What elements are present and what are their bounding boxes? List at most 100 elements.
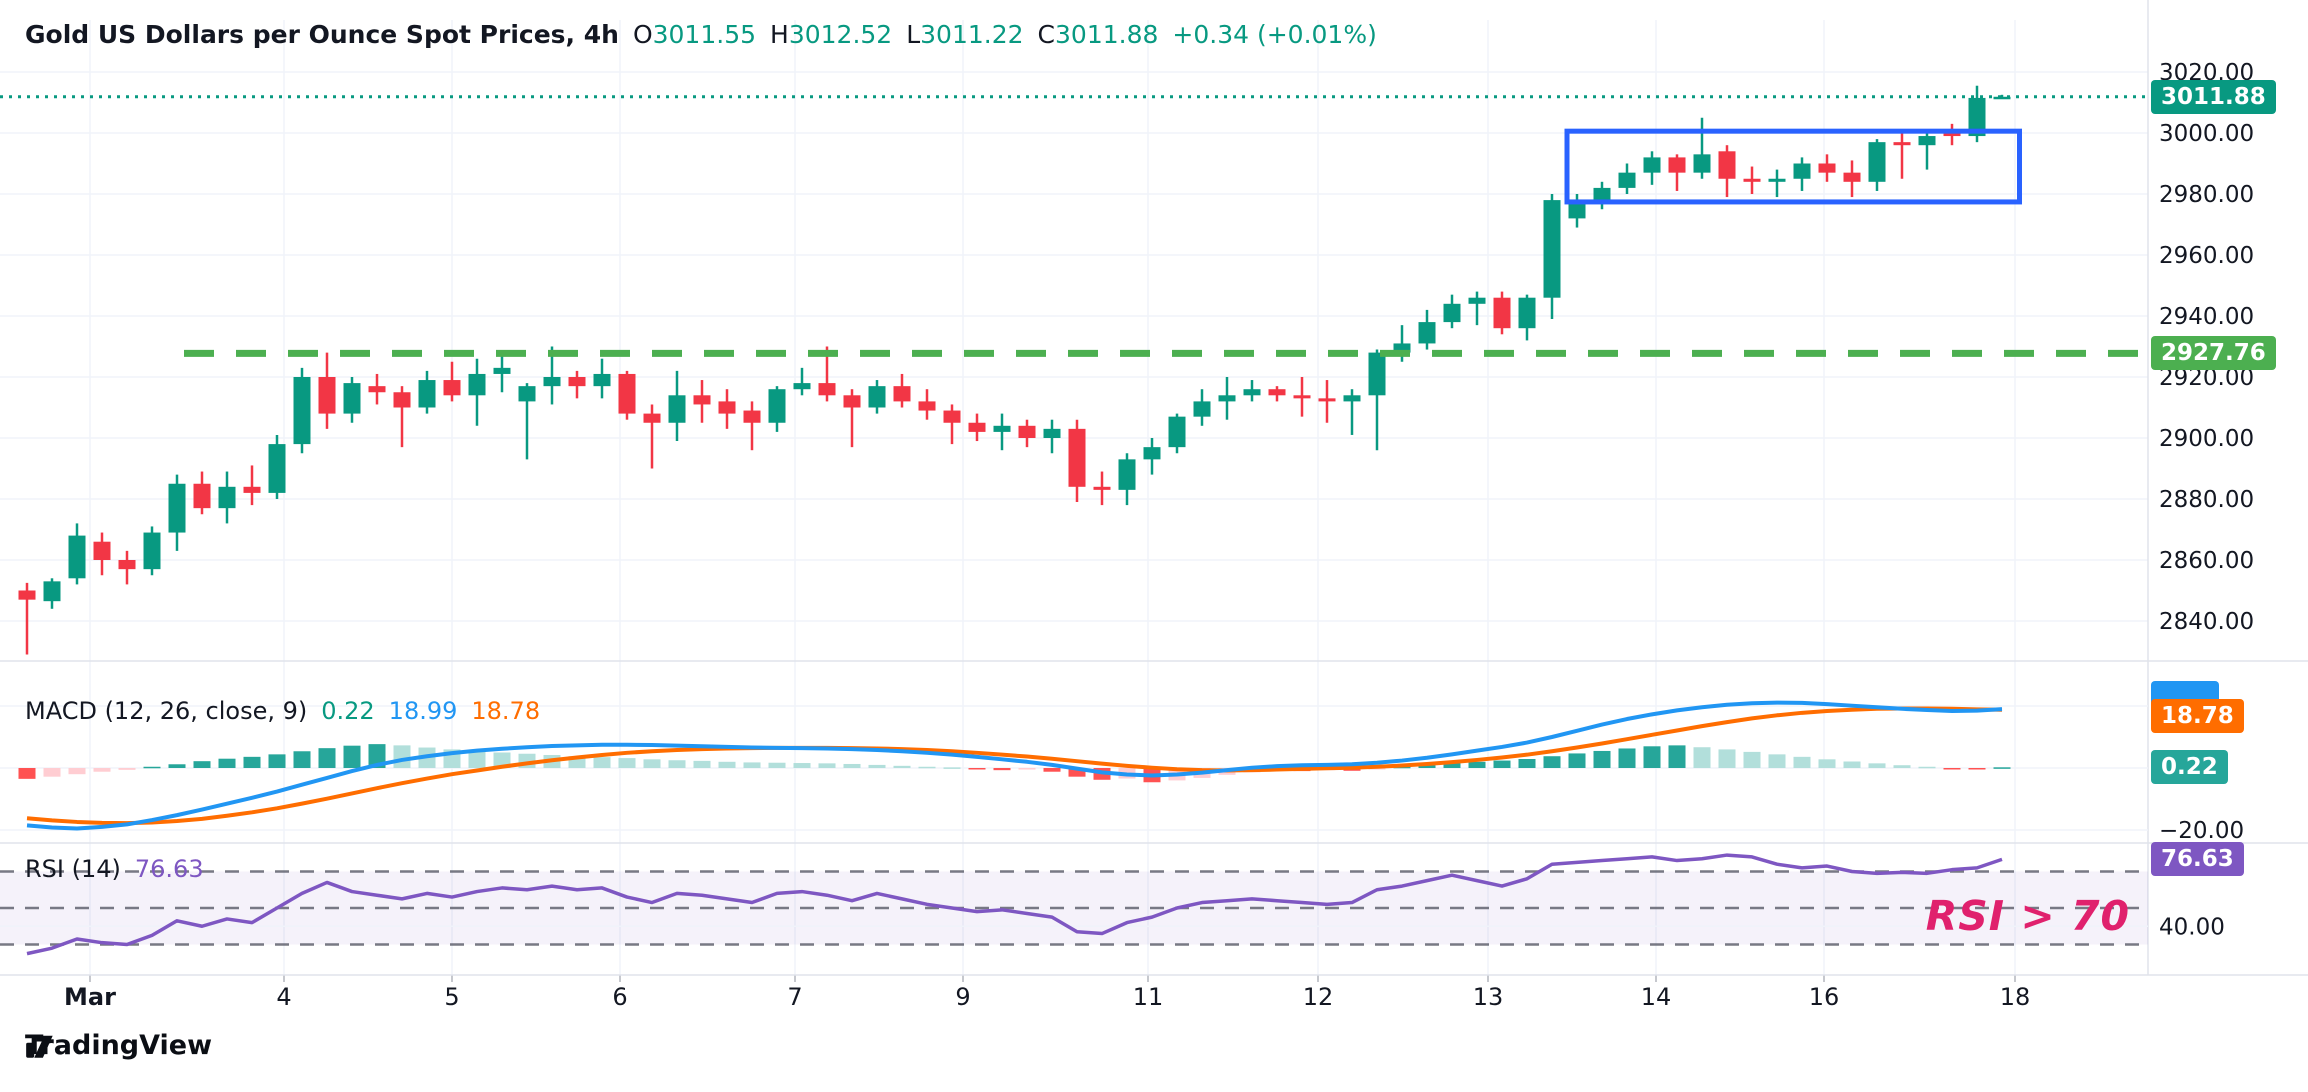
time-axis-label[interactable]: 4	[276, 983, 291, 1011]
macd-histogram-bar	[593, 757, 611, 768]
macd-header[interactable]: MACD (12, 26, close, 9) 0.22 18.99 18.78	[25, 697, 540, 725]
macd-histogram-bar	[718, 761, 736, 768]
price-axis-label[interactable]: 2860.00	[2159, 548, 2254, 574]
candle-body	[193, 483, 211, 509]
candle-body	[268, 444, 286, 493]
macd-line	[26, 700, 2003, 831]
macd-histogram-bar	[293, 751, 311, 768]
price-axis-label[interactable]: 2980.00	[2159, 182, 2254, 208]
macd-histogram-bar	[1843, 761, 1861, 768]
macd-histogram-bar	[343, 745, 361, 768]
candle-body	[893, 386, 911, 402]
candle-body	[168, 483, 186, 533]
candle-body	[1793, 163, 1811, 179]
macd-histogram-bar	[768, 762, 786, 768]
time-axis-label[interactable]: 12	[1303, 983, 1334, 1011]
price-axis-label[interactable]: 2960.00	[2159, 243, 2254, 269]
candle-body	[1018, 425, 1036, 438]
macd-histogram-bar	[818, 763, 836, 768]
time-axis-label[interactable]: 7	[787, 983, 802, 1011]
candle-body	[1893, 142, 1911, 146]
macd-histogram-bar	[968, 768, 986, 770]
time-axis-label[interactable]: 5	[444, 983, 459, 1011]
rsi-axis-label[interactable]: 40.00	[2159, 914, 2225, 940]
time-axis-label[interactable]: 14	[1641, 983, 1672, 1011]
macd-histogram-bar	[118, 768, 136, 770]
price-axis-label[interactable]: 2900.00	[2159, 426, 2254, 452]
macd-axis-label[interactable]: −20.00	[2159, 818, 2244, 844]
candle-body	[1443, 303, 1461, 323]
macd-histogram-bar	[1918, 766, 1936, 769]
macd-histogram-bar	[918, 766, 936, 769]
candle-body	[68, 535, 86, 579]
candle-body	[1593, 187, 1611, 204]
price-axis-label[interactable]: 3000.00	[2159, 121, 2254, 147]
candle-body	[793, 383, 811, 390]
macd-histogram-value: 0.22	[321, 697, 375, 725]
candle-body	[718, 401, 736, 414]
candle-body	[1093, 486, 1111, 490]
candle-body	[1768, 178, 1786, 182]
candle-body	[1868, 142, 1886, 182]
candle-body	[693, 395, 711, 405]
macd-histogram-bar	[493, 752, 511, 768]
macd-histogram-bar	[943, 767, 961, 769]
candle-body	[1243, 389, 1261, 396]
candle-body	[1718, 151, 1736, 179]
macd-histogram-bar	[1443, 763, 1461, 768]
macd-title: MACD (12, 26, close, 9)	[25, 697, 308, 725]
price-axis-label[interactable]: 2880.00	[2159, 487, 2254, 513]
candle-body	[468, 373, 486, 396]
macd-histogram-bar	[243, 756, 261, 768]
time-axis-label[interactable]: 9	[955, 983, 970, 1011]
macd-histogram-bar	[1493, 760, 1511, 768]
consolidation-box[interactable]	[1564, 128, 2022, 205]
macd-histogram-bar	[1968, 768, 1986, 770]
rsi-line	[26, 853, 2003, 956]
rsi-annotation: RSI > 70	[1925, 892, 2130, 940]
macd-signal-badge: 18.78	[2151, 698, 2244, 733]
candle-body	[43, 581, 61, 602]
rsi-badge: 76.63	[2151, 842, 2244, 877]
candle-body	[868, 386, 886, 408]
time-axis-label[interactable]: 16	[1809, 983, 1840, 1011]
macd-histogram-bar	[1068, 768, 1086, 777]
candle-body	[1418, 322, 1436, 344]
ohlc-low: L 3011.22	[906, 20, 1024, 49]
candle-body	[368, 386, 386, 393]
candle-body	[843, 395, 861, 408]
macd-histogram-bar	[1618, 748, 1636, 768]
candle-body	[1693, 154, 1711, 173]
macd-histogram-bar	[68, 768, 86, 775]
macd-histogram-bar	[1468, 761, 1486, 768]
candle-body	[1218, 395, 1236, 402]
time-axis-label[interactable]: 18	[2000, 983, 2031, 1011]
time-axis-label[interactable]: 6	[612, 983, 627, 1011]
tradingview-logo-icon	[26, 1035, 53, 1058]
candle-body	[968, 422, 986, 432]
ohlc-close: C 3011.88	[1037, 20, 1159, 49]
candle-body	[1993, 96, 2011, 100]
time-axis-label[interactable]: Mar	[64, 983, 116, 1011]
tradingview-logo[interactable]: TradingView	[25, 1030, 212, 1061]
rsi-header[interactable]: RSI (14) 76.63	[25, 855, 204, 883]
macd-histogram-bar	[468, 750, 486, 768]
macd-histogram-bar	[1768, 754, 1786, 768]
candle-body	[343, 383, 361, 414]
price-axis-label[interactable]: 2840.00	[2159, 609, 2254, 635]
candle-body	[493, 367, 511, 374]
time-axis-label[interactable]: 13	[1473, 983, 1504, 1011]
candle-body	[1643, 157, 1661, 173]
candle-body	[993, 425, 1011, 432]
macd-histogram-bar	[168, 764, 186, 768]
symbol-header[interactable]: Gold US Dollars per Ounce Spot Prices, 4…	[25, 20, 1377, 49]
macd-histogram-bar	[318, 748, 336, 768]
candle-body	[1568, 203, 1586, 219]
price-axis-label[interactable]: 2940.00	[2159, 304, 2254, 330]
rsi-title: RSI (14)	[25, 855, 121, 883]
macd-histogram-bar	[1518, 759, 1536, 768]
time-axis-label[interactable]: 11	[1133, 983, 1164, 1011]
candle-body	[1618, 172, 1636, 188]
macd-histogram-bar	[18, 768, 36, 779]
